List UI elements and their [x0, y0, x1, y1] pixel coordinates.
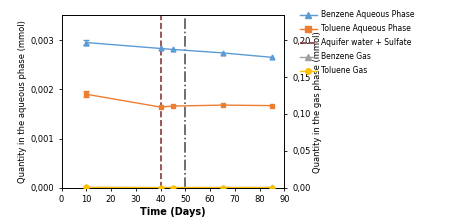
Benzene Gas: [158, 186, 164, 189]
X-axis label: Time (Days): Time (Days): [140, 207, 206, 217]
Benzene Gas: [269, 186, 275, 189]
Toluene Gas: [269, 186, 275, 189]
Toluene Gas: [158, 186, 164, 189]
Benzene Gas: [170, 186, 176, 189]
Toluene Aqueous Phase: [83, 93, 89, 96]
Y-axis label: Quantity in the gas phase (mmol): Quantity in the gas phase (mmol): [313, 31, 322, 173]
Toluene Gas: [83, 186, 89, 189]
Benzene Aqueous Phase: [158, 47, 164, 50]
Line: Toluene Aqueous Phase: Toluene Aqueous Phase: [84, 92, 274, 110]
Toluene Aqueous Phase: [158, 106, 164, 109]
Benzene Gas: [219, 186, 225, 189]
Line: Benzene Gas: Benzene Gas: [84, 185, 274, 190]
Line: Benzene Aqueous Phase: Benzene Aqueous Phase: [84, 40, 274, 60]
Benzene Aqueous Phase: [219, 51, 225, 54]
Toluene Aqueous Phase: [170, 105, 176, 107]
Toluene Aqueous Phase: [219, 104, 225, 107]
Legend: Benzene Aqueous Phase, Toluene Aqueous Phase, Aquifer water + Sulfate, Benzene G: Benzene Aqueous Phase, Toluene Aqueous P…: [300, 10, 414, 75]
Toluene Gas: [170, 186, 176, 189]
Benzene Gas: [83, 186, 89, 189]
Benzene Aqueous Phase: [83, 41, 89, 44]
Y-axis label: Quantity in the aqueous phase (mmol): Quantity in the aqueous phase (mmol): [18, 20, 27, 183]
Benzene Aqueous Phase: [170, 48, 176, 51]
Line: Toluene Gas: Toluene Gas: [84, 185, 274, 190]
Toluene Gas: [219, 186, 225, 189]
Toluene Aqueous Phase: [269, 104, 275, 107]
Benzene Aqueous Phase: [269, 56, 275, 59]
